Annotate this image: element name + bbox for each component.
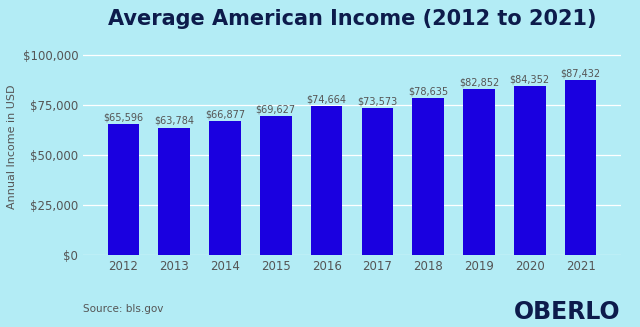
Text: $66,877: $66,877 xyxy=(205,110,245,120)
Text: $69,627: $69,627 xyxy=(256,104,296,114)
Bar xyxy=(565,80,596,255)
Text: $82,852: $82,852 xyxy=(459,78,499,88)
Title: Average American Income (2012 to 2021): Average American Income (2012 to 2021) xyxy=(108,9,596,29)
Bar xyxy=(514,87,545,255)
Text: $74,664: $74,664 xyxy=(307,94,347,104)
Text: Source: bls.gov: Source: bls.gov xyxy=(83,304,164,314)
Bar xyxy=(209,121,241,255)
Text: $87,432: $87,432 xyxy=(561,69,601,78)
Bar xyxy=(159,128,190,255)
Bar xyxy=(463,90,495,255)
Bar xyxy=(311,106,342,255)
Bar xyxy=(412,98,444,255)
Bar xyxy=(108,124,139,255)
Text: $84,352: $84,352 xyxy=(509,75,550,85)
Bar xyxy=(260,116,292,255)
Text: $65,596: $65,596 xyxy=(103,112,143,122)
Text: OBERLO: OBERLO xyxy=(514,300,621,324)
Bar xyxy=(362,108,393,255)
Text: $73,573: $73,573 xyxy=(357,96,397,106)
Text: $78,635: $78,635 xyxy=(408,86,448,96)
Text: $63,784: $63,784 xyxy=(154,116,194,126)
Y-axis label: Annual Income in USD: Annual Income in USD xyxy=(7,85,17,209)
